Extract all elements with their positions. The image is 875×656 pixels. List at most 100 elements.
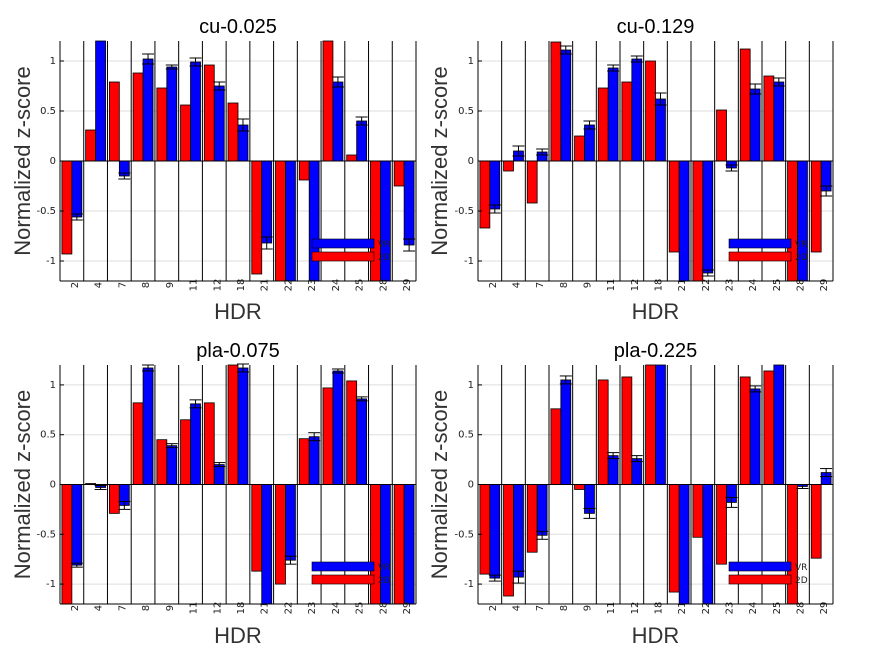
legend-swatch-vr (728, 561, 792, 572)
bar-2d (479, 160, 491, 229)
x-tick-label: 7 (117, 282, 128, 288)
x-tick-label: 25 (355, 279, 366, 292)
legend-swatch-vr (311, 238, 375, 249)
bar-vr (773, 81, 785, 162)
bar-vr (142, 367, 154, 485)
bar-vr (71, 160, 83, 218)
bar-vr (678, 160, 690, 282)
x-tick-label: 28 (796, 602, 807, 615)
x-tick-label: 29 (819, 279, 830, 292)
bar-vr (655, 364, 666, 485)
x-tick-label: 4 (512, 605, 523, 611)
y-tick-label: 0.5 (40, 430, 56, 441)
x-axis-label: HDR (632, 623, 680, 648)
x-tick-label: 9 (583, 282, 594, 288)
bar-2d (810, 484, 822, 559)
y-axis-label: Normalized z-score (427, 66, 452, 256)
bar-vr (560, 49, 572, 162)
bar-2d (227, 102, 239, 162)
legend-swatch-vr (311, 561, 375, 572)
bar-vr (190, 61, 201, 162)
bar-vr (797, 160, 808, 282)
bar-vr (213, 464, 225, 485)
bar-vr (237, 367, 249, 485)
bar-2d (503, 160, 514, 172)
bar-2d (322, 387, 334, 485)
bar-2d (61, 484, 73, 605)
bar-2d (621, 81, 633, 162)
bar-vr (702, 484, 714, 605)
y-tick-label: -0.5 (454, 206, 474, 217)
x-tick-label: 25 (772, 279, 783, 292)
bar-2d (597, 87, 609, 162)
x-tick-label: 25 (772, 602, 783, 615)
bar-2d (156, 87, 168, 162)
y-tick-label: -1 (46, 579, 56, 590)
bar-2d (668, 484, 680, 593)
bar-2d (275, 484, 286, 585)
bar-vr (166, 445, 178, 485)
bar-2d (763, 370, 775, 485)
bar-2d (526, 484, 538, 553)
y-tick-label: 1 (50, 56, 56, 67)
bar-2d (203, 64, 215, 162)
legend-label-vr: VR (378, 563, 390, 573)
bar-2d (370, 484, 381, 605)
bar-vr (607, 67, 619, 162)
legend-label-2d: 2D (795, 576, 808, 586)
bar-2d (550, 408, 562, 485)
x-tick-label: 29 (402, 279, 413, 292)
legend-swatch-2d (311, 574, 375, 585)
bar-vr (560, 379, 572, 485)
x-tick-label: 28 (796, 279, 807, 292)
x-tick-label: 4 (94, 605, 105, 611)
bar-vr (213, 85, 225, 162)
bar-2d (716, 484, 727, 565)
x-tick-label: 4 (94, 282, 105, 288)
x-tick-label: 8 (559, 282, 570, 288)
x-tick-label: 12 (212, 602, 223, 615)
bar-vr (142, 58, 154, 162)
bar-2d (621, 376, 633, 485)
bar-2d (763, 75, 775, 162)
x-tick-label: 8 (559, 605, 570, 611)
bar-vr (773, 364, 785, 485)
x-tick-label: 24 (331, 602, 342, 615)
y-tick-label: 1 (468, 380, 474, 391)
bar-vr (403, 160, 415, 246)
x-tick-label: 24 (748, 602, 759, 615)
x-axis-label: HDR (214, 299, 262, 324)
bar-vr (308, 160, 320, 282)
bar-vr (261, 484, 273, 605)
bar-vr (379, 160, 391, 282)
x-tick-label: 24 (331, 279, 342, 292)
bar-2d (739, 376, 751, 485)
bar-2d (526, 160, 538, 204)
legend-label-vr: VR (795, 240, 807, 250)
x-tick-label: 7 (535, 605, 546, 611)
x-tick-label: 8 (141, 605, 152, 611)
x-tick-label: 22 (283, 602, 294, 615)
y-tick-label: 0 (468, 156, 474, 167)
bar-2d (393, 484, 405, 605)
bar-vr (166, 66, 178, 162)
y-tick-label: 1 (50, 380, 56, 391)
y-axis-label: Normalized z-score (10, 390, 35, 580)
bar-vr (71, 484, 83, 566)
bar-2d (275, 160, 286, 282)
x-tick-label: 11 (606, 602, 617, 615)
x-tick-label: 29 (402, 602, 413, 615)
legend-label-vr: VR (795, 563, 807, 573)
y-tick-label: -1 (464, 579, 474, 590)
bar-2d (346, 380, 358, 485)
x-tick-label: 2 (488, 605, 499, 611)
bar-2d (132, 72, 144, 162)
bar-vr (749, 388, 761, 485)
bar-2d (108, 81, 120, 162)
bar-vr (403, 484, 415, 605)
bar-vr (332, 370, 344, 485)
bar-2d (739, 48, 751, 162)
bar-2d (298, 438, 310, 485)
x-tick-label: 18 (236, 602, 247, 615)
